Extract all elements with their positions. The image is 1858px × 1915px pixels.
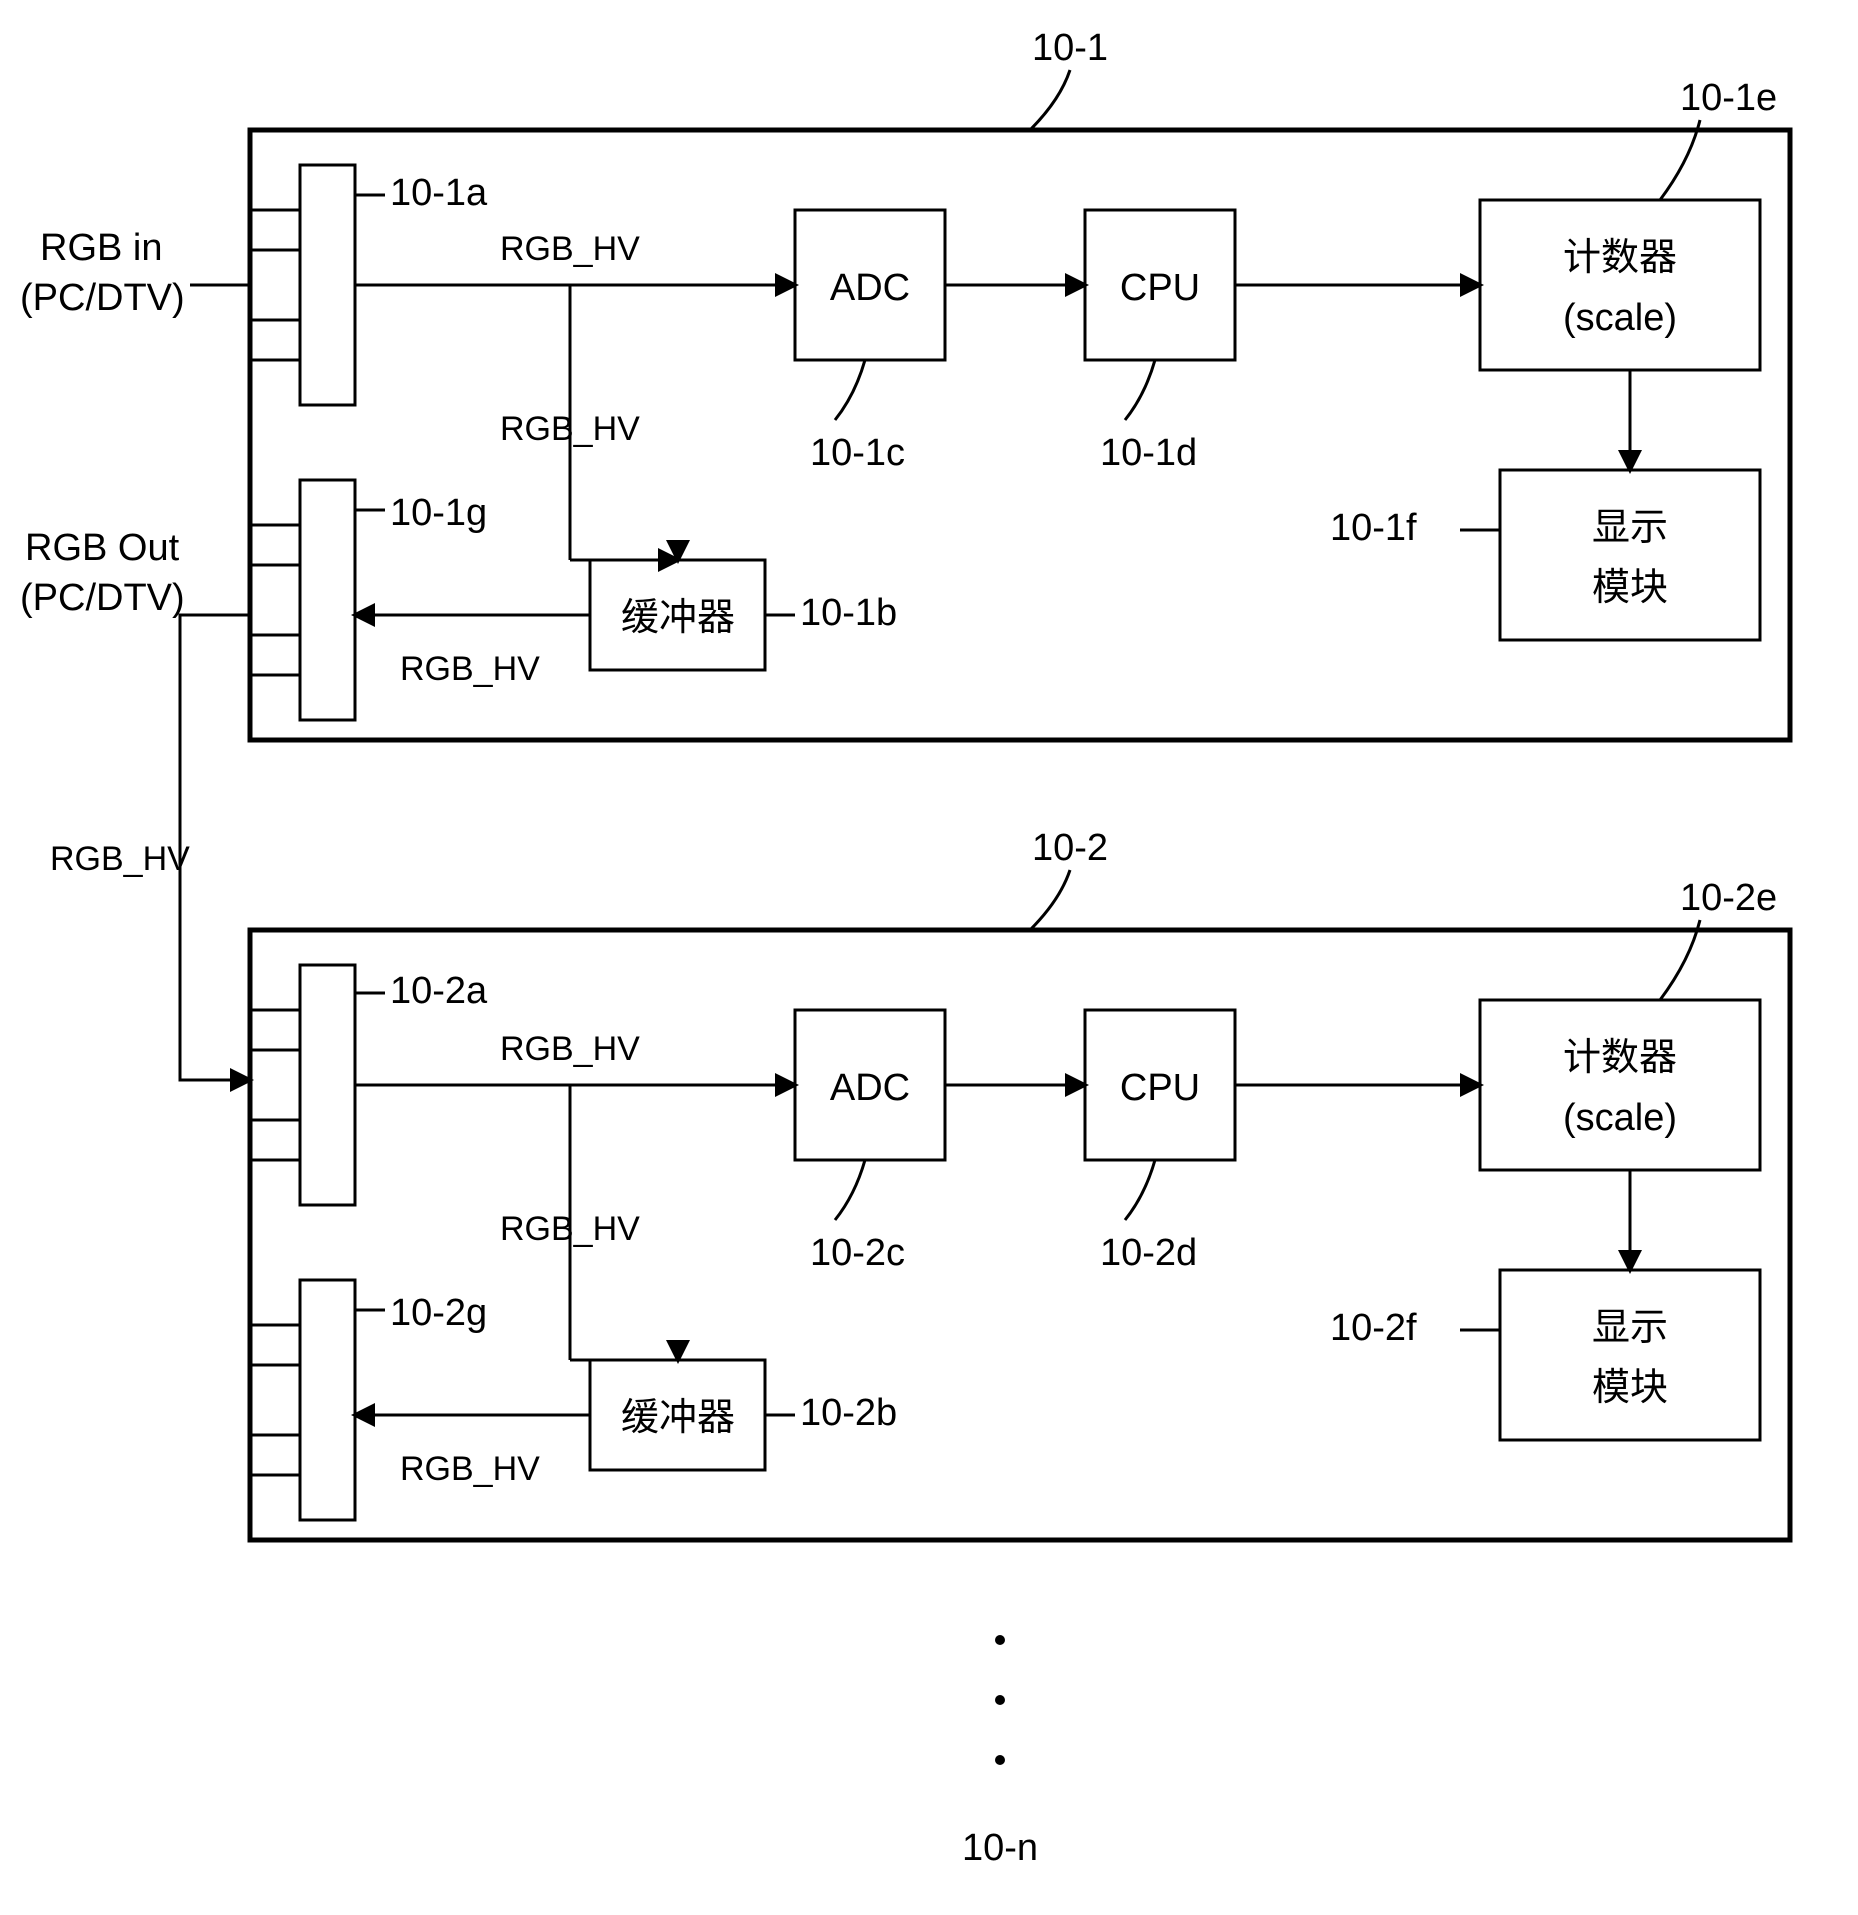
scale-2-l1: 计数器 bbox=[1563, 1037, 1677, 1079]
adc-1-ref-leader bbox=[835, 360, 865, 420]
disp-2-l1: 显示 bbox=[1592, 1307, 1668, 1349]
module-1-ref-leader bbox=[1030, 70, 1070, 130]
rgb-in-l2: (PC/DTV) bbox=[20, 277, 185, 319]
sig-rgbhv-top2: RGB_HV bbox=[500, 1030, 640, 1068]
module-2-ref-leader bbox=[1030, 870, 1070, 930]
module-2-ref: 10-2 bbox=[1032, 827, 1108, 869]
module-1-container bbox=[250, 130, 1790, 740]
connector-in-1 bbox=[250, 165, 355, 405]
sig-rgbhv-between: RGB_HV bbox=[50, 840, 190, 878]
scale-1-box bbox=[1480, 200, 1760, 370]
scale-1-l2: (scale) bbox=[1563, 297, 1677, 339]
adc-2-ref-leader bbox=[835, 1160, 865, 1220]
sig-rgbhv-top1: RGB_HV bbox=[500, 230, 640, 268]
disp-2-l2: 模块 bbox=[1592, 1367, 1668, 1409]
sig-rgbhv-mid2: RGB_HV bbox=[500, 1210, 640, 1248]
disp-2-box bbox=[1500, 1270, 1760, 1440]
scale-2-l2: (scale) bbox=[1563, 1097, 1677, 1139]
buffer-1-ref: 10-1b bbox=[800, 592, 897, 634]
rgb-out-l1: RGB Out bbox=[25, 527, 180, 569]
cpu-2-ref: 10-2d bbox=[1100, 1232, 1197, 1274]
adc-1-ref: 10-1c bbox=[810, 432, 905, 474]
connector-in-2 bbox=[250, 965, 355, 1205]
conn-out-2-ref: 10-2g bbox=[390, 1292, 487, 1334]
connector-out-2 bbox=[250, 1280, 355, 1520]
dot-1 bbox=[995, 1635, 1005, 1645]
dot-2 bbox=[995, 1695, 1005, 1705]
dot-3 bbox=[995, 1755, 1005, 1765]
rgb-out-l2: (PC/DTV) bbox=[20, 577, 185, 619]
disp-2-ref: 10-2f bbox=[1330, 1307, 1417, 1349]
disp-1-l2: 模块 bbox=[1592, 567, 1668, 609]
cpu-1-ref: 10-1d bbox=[1100, 432, 1197, 474]
conn-in-1-ref: 10-1a bbox=[390, 172, 488, 214]
disp-1-ref: 10-1f bbox=[1330, 507, 1417, 549]
continuation-label: 10-n bbox=[962, 1827, 1038, 1869]
buffer-1-label: 缓冲器 bbox=[621, 597, 735, 639]
buffer-2-ref: 10-2b bbox=[800, 1392, 897, 1434]
scale-1-l1: 计数器 bbox=[1563, 237, 1677, 279]
scale-2-ref: 10-2e bbox=[1680, 877, 1777, 919]
scale-1-ref: 10-1e bbox=[1680, 77, 1777, 119]
sig-rgbhv-mid1: RGB_HV bbox=[500, 410, 640, 448]
inter-module-wire bbox=[180, 615, 250, 1080]
scale-2-box bbox=[1480, 1000, 1760, 1170]
connector-out-1 bbox=[250, 480, 355, 720]
sig-rgbhv-out2: RGB_HV bbox=[400, 1450, 540, 1488]
buffer-2-label: 缓冲器 bbox=[621, 1397, 735, 1439]
conn-in-2-ref: 10-2a bbox=[390, 970, 488, 1012]
module-2: 10-2 10-2a RGB_HV ADC 10-2c CPU 10-2d 计数… bbox=[250, 827, 1790, 1540]
disp-1-box bbox=[1500, 470, 1760, 640]
conn-out-1-ref: 10-1g bbox=[390, 492, 487, 534]
module-2-container bbox=[250, 930, 1790, 1540]
adc-2-label: ADC bbox=[830, 1067, 910, 1109]
disp-1-l1: 显示 bbox=[1592, 507, 1668, 549]
module-1: 10-1 10-1a RGB_HV ADC 10-1c CPU 10-1d 计数… bbox=[250, 27, 1790, 740]
sig-rgbhv-out1: RGB_HV bbox=[400, 650, 540, 688]
block-diagram: 10-1 10-1a RGB_HV ADC 10-1c CPU 10-1d 计数… bbox=[0, 0, 1858, 1915]
adc-2-ref: 10-2c bbox=[810, 1232, 905, 1274]
module-1-ref: 10-1 bbox=[1032, 27, 1108, 69]
cpu-2-ref-leader bbox=[1125, 1160, 1155, 1220]
adc-1-label: ADC bbox=[830, 267, 910, 309]
rgb-in-l1: RGB in bbox=[40, 227, 162, 269]
cpu-1-label: CPU bbox=[1120, 267, 1200, 309]
cpu-2-label: CPU bbox=[1120, 1067, 1200, 1109]
cpu-1-ref-leader bbox=[1125, 360, 1155, 420]
